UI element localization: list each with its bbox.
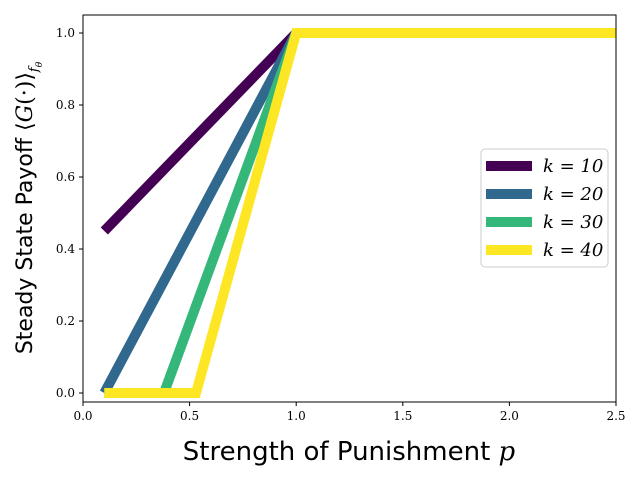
legend-label-2: k = 20 [543,184,603,205]
y-tick-label: 0.2 [56,314,75,328]
series-layer [99,28,616,398]
y-axis-label: Steady State Payoff ⟨G(·)⟩fθ [13,61,45,354]
x-tick-label: 1.5 [393,409,412,423]
x-tick-label: 0.5 [180,409,199,423]
legend-box [480,148,609,268]
y-tick-label: 0.0 [56,386,75,400]
x-tick-label: 0.0 [73,409,92,423]
y-tick-label: 0.6 [56,170,75,184]
legend-label-3: k = 30 [543,212,603,233]
y-tick-label: 0.8 [56,98,75,112]
plot-frame [82,14,617,403]
legend-label-1: k = 10 [543,156,603,177]
x-axis-label: Strength of Punishment p [183,437,516,467]
ticks-layer: 0.0 0.5 1.0 1.5 2.0 2.5 0.0 0.2 0.4 0.6 0.8 1.0 [56,26,626,423]
legend: k = 10 k = 20 k = 30 k = 40 [480,148,609,268]
legend-label-4: k = 40 [543,240,603,261]
series-line-4 [104,28,616,398]
y-tick-label: 1.0 [56,26,75,40]
y-tick-label: 0.4 [56,242,75,256]
x-tick-label: 1.0 [287,409,306,423]
x-tick-label: 2.0 [500,409,519,423]
x-tick-label: 2.5 [606,409,625,423]
